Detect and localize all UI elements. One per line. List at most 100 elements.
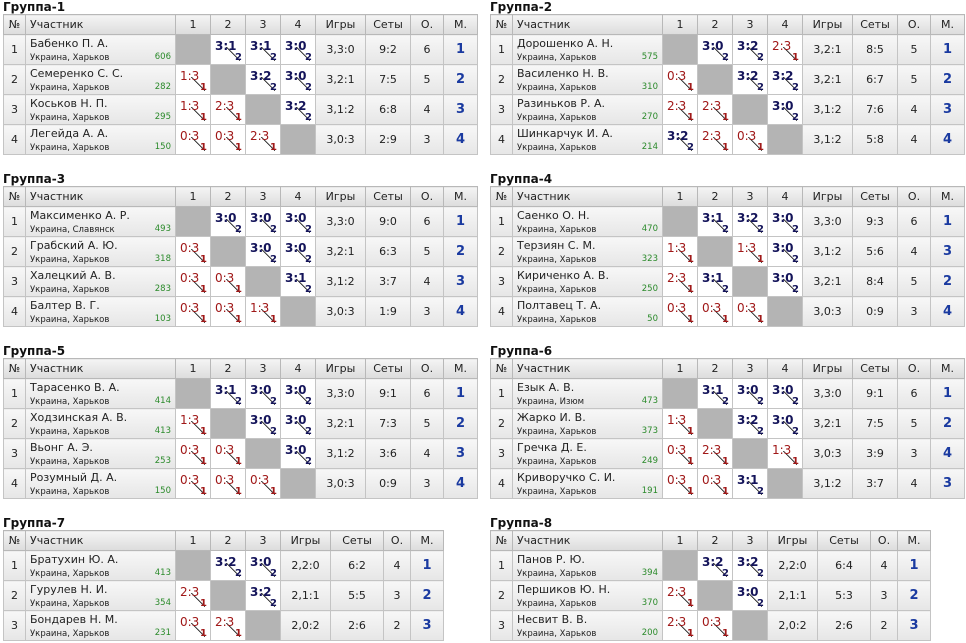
- result-cell: 3:1 2: [697, 378, 733, 409]
- match-score: 0:3: [667, 69, 687, 83]
- row-number: 1: [3, 378, 26, 409]
- group: Группа-4 № Участник 1 2 3 4 Игры Сеты О. М. 1 Саенко…: [490, 172, 965, 327]
- result-cell: 3:2 2: [732, 64, 768, 95]
- points: 2: [383, 610, 411, 641]
- place: 4: [942, 304, 953, 319]
- match-score: 0:3: [250, 473, 270, 487]
- player-location: Украина, Харьков: [30, 457, 110, 467]
- result-cell: 3:1 2: [697, 206, 733, 237]
- header-cell: Сеты: [852, 14, 898, 35]
- sets: 6:4: [817, 550, 871, 581]
- result-cell: 3:2 2: [245, 64, 281, 95]
- place-cell: 3: [443, 438, 478, 469]
- empty-cell: [245, 266, 281, 297]
- player-rating: 295: [154, 112, 171, 122]
- result-cell: 3:2 2: [697, 550, 733, 581]
- match-score: 2:3: [702, 99, 722, 113]
- match-score: 0:3: [180, 301, 200, 315]
- games: 2,2:0: [280, 550, 331, 581]
- header-cell: №: [490, 14, 513, 35]
- match-score: 1:3: [180, 99, 200, 113]
- place: 2: [942, 72, 953, 87]
- player-row: 2 Ходзинская А. В. Украина, Харьков 413 1:3 1…: [3, 408, 478, 439]
- match-points: 2: [235, 224, 242, 235]
- match-points: 1: [200, 314, 207, 325]
- player-name: Братухин Ю. А.: [30, 553, 119, 566]
- match-points: 2: [270, 426, 277, 437]
- header-cell: №: [3, 14, 26, 35]
- player-rating: 50: [647, 314, 658, 324]
- games: 3,3:0: [315, 378, 366, 409]
- games: 2,0:2: [280, 610, 331, 641]
- group-title: Группа-5: [3, 344, 66, 358]
- match-points: 2: [270, 254, 277, 265]
- place: 3: [942, 476, 953, 491]
- header-cell: 1: [175, 186, 211, 207]
- place: 2: [909, 588, 919, 603]
- sets: 7:3: [365, 408, 411, 439]
- match-score: 3:0: [772, 99, 794, 113]
- place-cell: 1: [930, 34, 965, 65]
- group-table: № Участник 1 2 3 4 Игры Сеты О. М. 1 Тарасенко В. А…: [3, 358, 478, 499]
- player-cell: Ходзинская А. В. Украина, Харьков 413: [25, 408, 176, 439]
- row-number: 3: [3, 266, 26, 297]
- match-score: 1:3: [667, 413, 687, 427]
- match-score: 0:3: [180, 443, 200, 457]
- result-cell: 1:3 1: [245, 296, 281, 327]
- header-cell: Игры: [802, 358, 853, 379]
- sets: 1:9: [365, 296, 411, 327]
- header-cell: М.: [930, 358, 965, 379]
- place-cell: 3: [443, 94, 478, 125]
- match-score: 3:2: [285, 99, 307, 113]
- player-cell: Несвит В. В. Украина, Харьков 200: [512, 610, 663, 641]
- empty-cell: [767, 296, 803, 327]
- result-cell: 0:3 1: [175, 266, 211, 297]
- match-score: 0:3: [180, 473, 200, 487]
- header-cell: Сеты: [365, 14, 411, 35]
- result-cell: 2:3 1: [662, 94, 698, 125]
- points: 5: [897, 34, 931, 65]
- points: 6: [897, 206, 931, 237]
- place-cell: 3: [410, 610, 444, 641]
- header-cell: 3: [245, 358, 281, 379]
- result-cell: 0:3 1: [175, 296, 211, 327]
- player-cell: Семеренко С. С. Украина, Харьков 282: [25, 64, 176, 95]
- place-cell: 1: [410, 550, 444, 581]
- match-points: 1: [200, 598, 207, 609]
- header-cell: Сеты: [330, 530, 384, 551]
- result-cell: 3:0 2: [280, 236, 316, 267]
- match-score: 1:3: [667, 241, 687, 255]
- header-cell: Участник: [512, 530, 663, 551]
- result-cell: 0:3 1: [210, 468, 246, 499]
- place-cell: 2: [930, 64, 965, 95]
- games: 3,2:1: [802, 266, 853, 297]
- sets: 9:2: [365, 34, 411, 65]
- match-points: 1: [235, 486, 242, 497]
- match-score: 1:3: [772, 443, 792, 457]
- result-cell: 0:3 1: [210, 266, 246, 297]
- games: 3,2:1: [802, 64, 853, 95]
- player-location: Украина, Харьков: [517, 487, 597, 497]
- header-row: № Участник 1 2 3 Игры Сеты О. М.: [3, 530, 444, 551]
- row-number: 2: [490, 64, 513, 95]
- match-points: 1: [200, 628, 207, 639]
- player-row: 1 Езык А. В. Украина, Изюм 473 3:1 2 3:0 2 3:0 2 3…: [490, 378, 965, 409]
- place-cell: 4: [930, 296, 965, 327]
- points: 6: [410, 34, 444, 65]
- games: 3,3:0: [315, 34, 366, 65]
- match-score: 0:3: [180, 129, 200, 143]
- header-cell: 2: [697, 358, 733, 379]
- player-name: Саенко О. Н.: [517, 209, 590, 222]
- result-cell: 3:2 2: [767, 64, 803, 95]
- header-cell: Сеты: [365, 358, 411, 379]
- empty-cell: [245, 610, 281, 641]
- match-points: 2: [722, 568, 729, 579]
- empty-cell: [210, 580, 246, 611]
- group-title: Группа-8: [490, 516, 553, 530]
- player-row: 2 Терзиян С. М. Украина, Харьков 323 1:3 1 1:3…: [490, 236, 965, 267]
- player-name: Коськов Н. П.: [30, 97, 108, 110]
- match-score: 0:3: [215, 129, 235, 143]
- match-points: 1: [270, 486, 277, 497]
- match-points: 2: [792, 254, 799, 265]
- player-location: Украина, Харьков: [30, 113, 110, 123]
